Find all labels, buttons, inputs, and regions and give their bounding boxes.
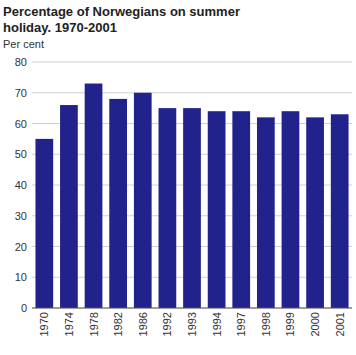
bar — [208, 111, 226, 308]
chart: Percentage of Norwegians on summer holid… — [0, 0, 356, 355]
bar — [134, 93, 152, 308]
bar — [306, 117, 324, 308]
grid-line — [32, 92, 352, 93]
grid-line — [32, 62, 352, 63]
bar — [257, 117, 275, 308]
x-tick-label: 2000 — [309, 312, 321, 336]
y-tick-label: 30 — [15, 210, 27, 222]
bar — [109, 99, 127, 308]
x-tick-label: 1992 — [161, 312, 173, 336]
bar — [159, 108, 177, 308]
x-tick-label: 1999 — [284, 312, 296, 336]
bar — [60, 105, 78, 308]
x-tick-label: 1993 — [186, 312, 198, 336]
bar — [282, 111, 300, 308]
title: Percentage of Norwegians on summer holid… — [3, 4, 244, 35]
x-tick-label: 1970 — [38, 312, 50, 336]
x-tick-label: 1978 — [88, 312, 100, 336]
bar — [85, 84, 103, 308]
bar — [232, 111, 250, 308]
bar — [183, 108, 201, 308]
bars — [35, 84, 348, 308]
y-tick-label: 70 — [15, 87, 27, 99]
x-tick-label: 1986 — [137, 312, 149, 336]
y-tick-label: 80 — [15, 56, 27, 68]
y-axis-label: Per cent — [3, 38, 44, 50]
y-tick-label: 50 — [15, 148, 27, 160]
x-tick-label: 1974 — [63, 312, 75, 336]
x-axis — [32, 308, 352, 309]
y-tick-label: 10 — [15, 271, 27, 283]
x-tick-label: 1982 — [112, 312, 124, 336]
bar — [35, 139, 53, 308]
bar — [331, 114, 349, 308]
y-tick-label: 0 — [21, 302, 27, 314]
y-tick-label: 60 — [15, 118, 27, 130]
x-tick-label: 1998 — [260, 312, 272, 336]
x-tick-label: 1994 — [211, 312, 223, 336]
y-tick-label: 40 — [15, 179, 27, 191]
x-tick-label: 2001 — [334, 312, 346, 336]
x-tick-label: 1997 — [235, 312, 247, 336]
grid-line — [32, 308, 352, 309]
y-tick-label: 20 — [15, 241, 27, 253]
